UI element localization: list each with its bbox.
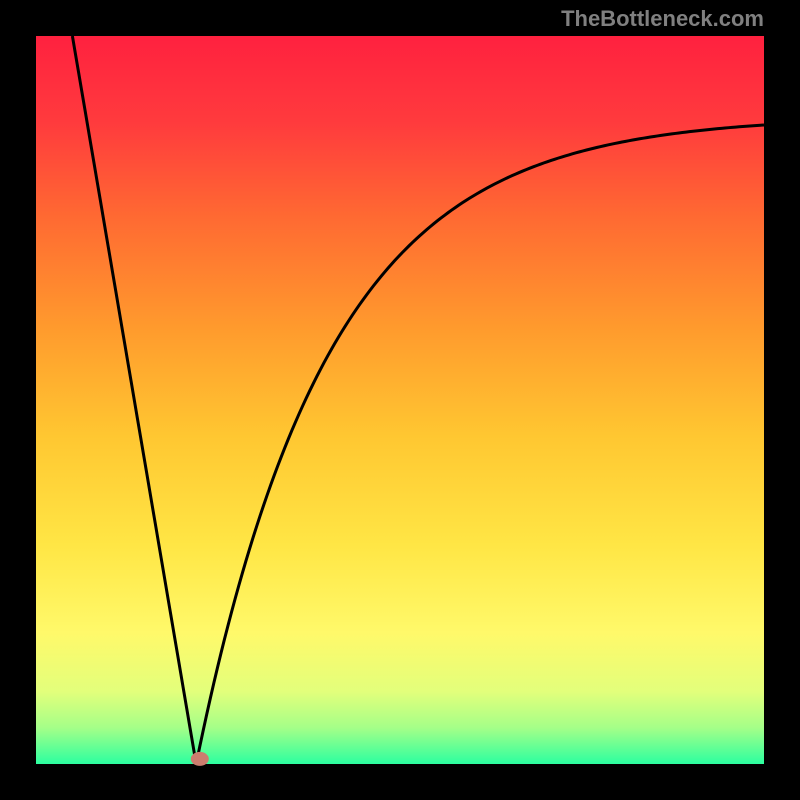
watermark-text: TheBottleneck.com — [561, 6, 764, 32]
plot-background — [36, 36, 764, 764]
bottleneck-chart — [0, 0, 800, 800]
optimum-marker — [191, 752, 209, 766]
